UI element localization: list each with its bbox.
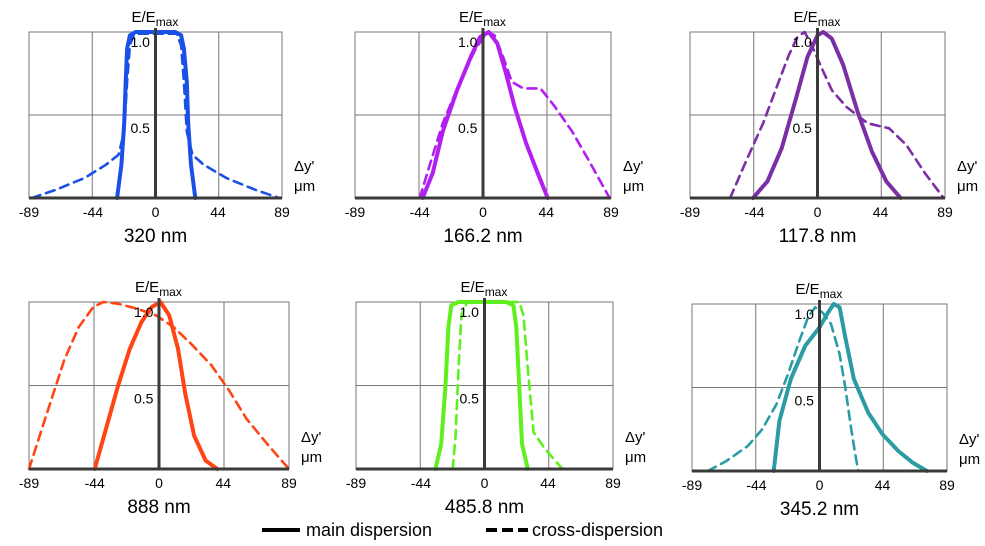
y-axis-label-subscript: max [485, 285, 508, 299]
x-axis-label-unit: μm [957, 178, 978, 195]
x-tick-label: -44 [83, 204, 103, 220]
x-tick-label: 44 [215, 475, 231, 491]
x-axis-label-unit: μm [623, 178, 644, 195]
y-tick-label: 0.5 [458, 120, 478, 136]
y-tick-label: 1.0 [460, 304, 480, 320]
chart-panel-3: 0.5 1.0 -89 -44 0 44 89 E/Emax Δy' μm 117.8 nm [680, 9, 978, 247]
x-tick-label: -89 [680, 204, 700, 220]
x-tick-label: 0 [152, 204, 160, 220]
x-tick-label: -44 [85, 475, 105, 491]
x-tick-label: 89 [274, 204, 290, 220]
y-axis-label-subscript: max [820, 287, 843, 301]
x-tick-label: 0 [814, 204, 822, 220]
y-axis-label: E/Emax [132, 9, 179, 29]
y-axis-label: E/Emax [461, 279, 508, 299]
x-tick-label: -44 [411, 475, 431, 491]
y-axis-label-main: E/E [132, 9, 156, 26]
x-tick-label: 0 [481, 475, 489, 491]
x-tick-label: 44 [873, 204, 889, 220]
x-tick-label: 89 [603, 204, 619, 220]
chart-panel-6: 0.5 1.0 -89 -44 0 44 89 E/Emax Δy' μm 345.2 nm [682, 281, 980, 520]
x-tick-label: 89 [937, 204, 953, 220]
x-tick-label: -44 [746, 477, 766, 493]
x-tick-label: -89 [19, 475, 39, 491]
panel-wavelength-title: 166.2 nm [443, 226, 522, 247]
x-tick-label: -89 [345, 204, 365, 220]
x-axis-label-symbol: Δy' [623, 158, 644, 175]
x-tick-label: -44 [744, 204, 764, 220]
y-axis-label-subscript: max [818, 15, 841, 29]
x-axis-label-symbol: Δy' [301, 429, 322, 446]
y-tick-label: 1.0 [458, 34, 478, 50]
y-axis-label: E/Emax [794, 9, 841, 29]
series-cross-dispersion [418, 30, 611, 200]
y-axis-label-main: E/E [459, 9, 483, 26]
x-tick-label: -44 [410, 204, 430, 220]
x-tick-label: 0 [155, 475, 163, 491]
y-axis-label: E/Emax [459, 9, 506, 29]
y-tick-label: 0.5 [795, 393, 815, 409]
panel-wavelength-title: 345.2 nm [780, 499, 859, 520]
chart-panel-1: 0.5 1.0 -89 -44 0 44 89 E/Emax Δy' μm 320 nm [19, 9, 315, 247]
y-axis-label-main: E/E [461, 279, 485, 296]
y-axis-label-main: E/E [135, 279, 159, 296]
x-tick-label: 44 [875, 477, 891, 493]
y-axis-label-subscript: max [156, 15, 179, 29]
chart-panel-5: 0.5 1.0 -89 -44 0 44 89 E/Emax Δy' μm 485.8 nm [346, 279, 646, 518]
chart-panel-4: 0.5 1.0 -89 -44 0 44 89 E/Emax Δy' μm 888 nm [19, 279, 322, 518]
x-tick-label: 44 [538, 204, 554, 220]
x-axis-label-unit: μm [625, 449, 646, 466]
chart-panel-2: 0.5 1.0 -89 -44 0 44 89 E/Emax Δy' μm 166.2 nm [345, 9, 644, 247]
series-cross-dispersion [706, 306, 860, 473]
x-axis-label-symbol: Δy' [959, 431, 980, 448]
x-tick-label: 0 [816, 477, 824, 493]
x-tick-label: 89 [281, 475, 297, 491]
x-tick-label: 44 [540, 475, 556, 491]
panel-wavelength-title: 117.8 nm [779, 226, 857, 247]
y-axis-label: E/Emax [135, 279, 182, 299]
legend-label-cross: cross-dispersion [532, 520, 663, 540]
y-tick-label: 0.5 [793, 120, 813, 136]
series-main-dispersion [751, 30, 903, 200]
legend-label-main: main dispersion [306, 520, 432, 540]
series-cross-dispersion [451, 300, 564, 471]
y-axis-label-main: E/E [796, 281, 820, 298]
x-tick-label: 89 [939, 477, 955, 493]
x-tick-label: 89 [605, 475, 621, 491]
x-axis-label-unit: μm [301, 449, 322, 466]
y-tick-label: 1.0 [793, 34, 813, 50]
x-axis-label-unit: μm [294, 178, 315, 195]
x-axis-label-symbol: Δy' [625, 429, 646, 446]
y-tick-label: 1.0 [131, 34, 151, 50]
x-axis-label-symbol: Δy' [957, 158, 978, 175]
panel-wavelength-title: 485.8 nm [445, 497, 524, 518]
legend: main dispersion cross-dispersion [262, 520, 663, 540]
x-axis-label-symbol: Δy' [294, 158, 315, 175]
y-axis-label-main: E/E [794, 9, 818, 26]
x-tick-label: 44 [210, 204, 226, 220]
panel-wavelength-title: 320 nm [124, 226, 187, 247]
y-axis-label-subscript: max [483, 15, 506, 29]
x-axis-label-unit: μm [959, 451, 980, 468]
x-tick-label: -89 [346, 475, 366, 491]
y-tick-label: 1.0 [795, 306, 815, 322]
panel-wavelength-title: 888 nm [127, 497, 190, 518]
series-cross-dispersion [27, 300, 291, 471]
y-tick-label: 0.5 [460, 391, 480, 407]
series-main-dispersion [771, 302, 929, 473]
x-tick-label: -89 [19, 204, 39, 220]
x-tick-label: 0 [479, 204, 487, 220]
x-tick-label: -89 [682, 477, 702, 493]
y-tick-label: 1.0 [134, 304, 154, 320]
y-tick-label: 0.5 [131, 120, 151, 136]
y-axis-label: E/Emax [796, 281, 843, 301]
y-tick-label: 0.5 [134, 391, 154, 407]
y-axis-label-subscript: max [159, 285, 182, 299]
